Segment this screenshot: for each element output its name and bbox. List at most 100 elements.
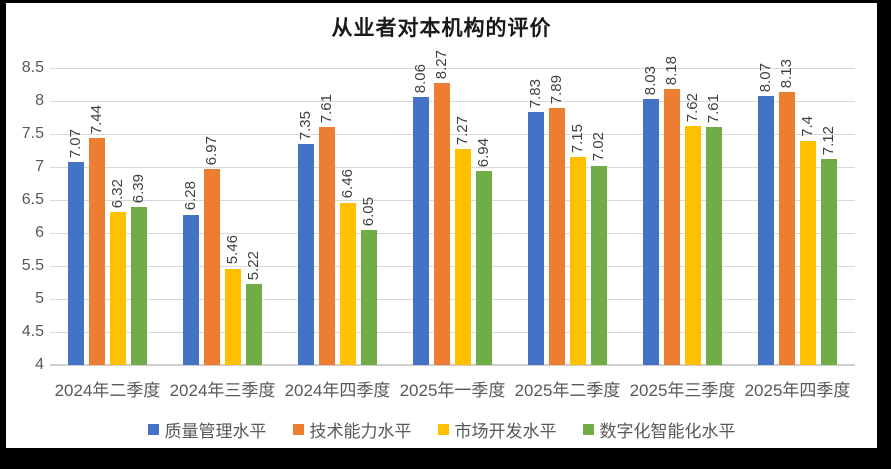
x-axis-category-label: 2025年四季度 (744, 381, 851, 400)
bar: 7.07 (67, 129, 84, 365)
bar-value-label: 7.62 (683, 92, 701, 123)
bar: 8.07 (757, 63, 774, 365)
bar: 7.12 (820, 126, 837, 365)
y-axis-tick-label: 7.5 (21, 125, 44, 142)
bar-group: 8.03 8.18 7.62 7.61 (625, 56, 740, 365)
bar: 8.03 (642, 66, 659, 365)
legend-label: 数字化智能化水平 (599, 422, 736, 441)
y-axis-tick-label: 6.5 (21, 191, 44, 208)
bar-value-label: 8.13 (777, 59, 795, 89)
gridline (50, 331, 855, 333)
bar: 5.22 (245, 251, 262, 365)
bar-value-label: 6.28 (181, 181, 199, 211)
bar-groups: 7.07 7.44 6.32 6.39 6.28 6.97 5.46 5.22 7.35 7.61… (50, 50, 855, 365)
bar: 8.27 (433, 50, 450, 365)
gridline (50, 233, 855, 234)
x-axis-category-label: 2024年二季度 (54, 381, 161, 400)
gridline (50, 133, 855, 135)
bar-value-label: 8.03 (641, 65, 659, 96)
y-axis-tick-label: 5 (35, 290, 44, 307)
x-axis-category-label: 2024年四季度 (284, 381, 391, 400)
legend-color-swatch (437, 424, 449, 435)
bar: 8.13 (778, 59, 795, 365)
bar-value-label: 7.89 (547, 75, 565, 105)
gridline (50, 167, 855, 168)
bar-group: 8.07 8.13 7.4 7.12 (740, 59, 855, 365)
bar: 8.18 (663, 56, 680, 365)
bar: 7.62 (684, 93, 701, 365)
gridline (50, 100, 855, 102)
bar-value-label: 8.06 (411, 63, 429, 94)
x-axis-category-label: 2024年三季度 (169, 381, 276, 400)
bar-value-label: 7.02 (589, 132, 607, 162)
y-axis-tick-label: 8 (35, 92, 44, 109)
bar: 7.35 (297, 111, 314, 365)
bar: 7.02 (590, 132, 607, 365)
legend-label: 质量管理水平 (164, 422, 267, 441)
y-axis-tick-label: 5.5 (21, 257, 44, 274)
legend-item: 数字化智能化水平 (582, 417, 736, 442)
legend: 质量管理水平 技术能力水平 市场开发水平 数字化智能化水平 (6, 417, 877, 442)
bar-value-label: 7.27 (453, 115, 471, 146)
legend-item: 市场开发水平 (437, 417, 557, 442)
bar-value-label: 6.39 (129, 174, 147, 204)
chart-title: 从业者对本机构的评价 (331, 16, 552, 40)
bar-value-label: 7.15 (568, 123, 586, 154)
bar: 6.32 (109, 179, 126, 365)
bar-group: 7.83 7.89 7.15 7.02 (510, 68, 625, 365)
bar-value-label: 7.83 (526, 79, 544, 109)
bar-value-label: 6.46 (338, 169, 356, 199)
plot-area: 7.07 7.44 6.32 6.39 6.28 6.97 5.46 5.22 7.35 7.61… (50, 50, 855, 366)
x-axis-line (50, 364, 855, 366)
bar-value-label: 8.18 (662, 55, 680, 86)
legend-item: 质量管理水平 (147, 417, 267, 442)
bar: 7.4 (799, 116, 816, 365)
bar: 6.05 (360, 197, 377, 365)
bar: 6.46 (339, 169, 356, 365)
bar-value-label: 7.44 (87, 104, 105, 134)
bar: 7.61 (318, 94, 335, 365)
bar-value-label: 8.27 (432, 49, 450, 80)
bar: 6.94 (475, 138, 492, 365)
y-axis-tick-label: 7 (35, 158, 44, 175)
legend-color-swatch (582, 424, 594, 435)
y-axis-tick-label: 4 (35, 356, 44, 373)
legend-color-swatch (292, 424, 304, 435)
bar: 7.89 (548, 75, 565, 365)
bar-value-label: 7.12 (819, 125, 837, 156)
x-axis: 2024年二季度 2024年三季度 2024年四季度 2025年一季度 2025年二季度… (50, 376, 855, 401)
bar-value-label: 6.05 (359, 196, 377, 226)
gridline (50, 68, 855, 69)
bar: 8.06 (412, 64, 429, 365)
bar-value-label: 7.07 (66, 129, 84, 159)
chart-frame: 从业者对本机构的评价 8.5 8 7.5 7 6.5 6 5.5 5 4.5 4 7.07 7.44… (6, 3, 877, 448)
legend-label: 技术能力水平 (309, 422, 412, 441)
legend-color-swatch (147, 424, 159, 435)
x-axis-category-label: 2025年一季度 (399, 381, 506, 400)
bar: 7.61 (705, 94, 722, 365)
y-axis-tick-label: 4.5 (21, 323, 44, 340)
bar-value-label: 6.94 (474, 137, 492, 167)
bar: 6.39 (130, 174, 147, 365)
bar: 7.27 (454, 116, 471, 365)
gridline (50, 266, 855, 267)
gridline (50, 199, 855, 201)
bar: 7.15 (569, 124, 586, 365)
gridline (50, 299, 855, 300)
bar-value-label: 7.61 (704, 93, 722, 123)
bar-group: 8.06 8.27 7.27 6.94 (395, 50, 510, 365)
bar-group: 7.07 7.44 6.32 6.39 (50, 68, 165, 365)
bar: 6.28 (182, 181, 199, 365)
bar-value-label: 5.22 (244, 251, 262, 281)
bar: 5.46 (224, 235, 241, 365)
legend-label: 市场开发水平 (454, 422, 557, 441)
bar: 7.83 (527, 79, 544, 365)
legend-item: 技术能力水平 (292, 417, 412, 442)
bar: 6.97 (203, 136, 220, 365)
bar-value-label: 7.61 (317, 93, 335, 123)
y-axis-tick-label: 6 (35, 224, 44, 241)
bar-value-label: 7.35 (296, 110, 314, 140)
bar-group: 6.28 6.97 5.46 5.22 (165, 68, 280, 365)
x-axis-category-label: 2025年二季度 (514, 381, 621, 400)
